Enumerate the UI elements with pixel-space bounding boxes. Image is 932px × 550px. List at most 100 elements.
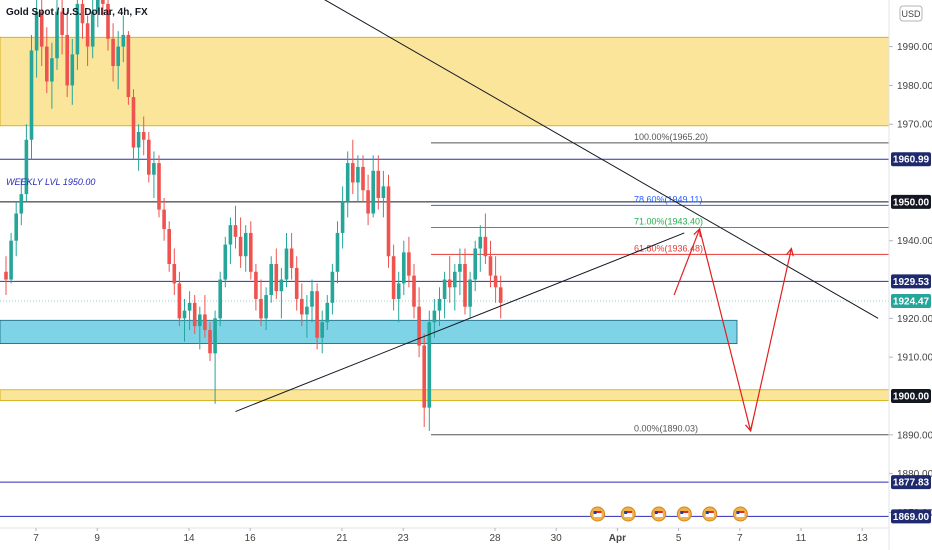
- fib-label-1: 78.60%(1949.11): [634, 194, 702, 204]
- price-badge-1: [891, 194, 931, 209]
- event-flag-red-1: [624, 511, 633, 513]
- event-flag-blue-5: [736, 511, 740, 514]
- candle-body-86: [442, 279, 447, 299]
- price-badge-4: [891, 389, 931, 403]
- candle-body-34: [177, 283, 182, 319]
- candle-body-50: [259, 298, 263, 319]
- event-flag-red-3: [680, 511, 689, 513]
- candle-body-41: [213, 318, 217, 354]
- x-tick-label-6: 28: [489, 533, 501, 544]
- projection-layer: [673, 227, 794, 433]
- candle-body-77: [396, 283, 401, 299]
- x-tick-label-5: 23: [398, 533, 410, 544]
- candle-body-61: [315, 291, 319, 338]
- candle-body-84: [432, 310, 437, 323]
- event-flag-stripe-2: [654, 511, 663, 517]
- candle-body-80: [412, 275, 416, 307]
- currency-badge-box[interactable]: [899, 5, 923, 22]
- candle-body-96: [493, 275, 498, 288]
- x-tick-label-10: 7: [737, 533, 743, 544]
- candle-body-9: [50, 58, 54, 82]
- chart-title: Gold Spot / U.S. Dollar, 4h, FX: [6, 7, 148, 18]
- event-flag-red-5: [736, 511, 745, 513]
- falling-trendline: [324, 0, 879, 319]
- candle-body-74: [381, 186, 386, 198]
- candle-body-26: [136, 132, 141, 148]
- candle-body-97: [498, 287, 503, 303]
- candle-body-36: [187, 302, 192, 311]
- candle-body-49: [254, 271, 258, 299]
- event-flag-stripe-0: [593, 511, 602, 517]
- event-flag-stripe-5: [736, 511, 745, 517]
- candle-body-17: [90, 11, 95, 47]
- fib-label-3: 61.80%(1936.48): [634, 243, 703, 253]
- x-tick-label-4: 21: [336, 533, 348, 544]
- candle-body-37: [192, 302, 197, 327]
- price-badge-label-4: 1900.00: [893, 392, 930, 403]
- projection-arrowhead-3: [785, 247, 794, 257]
- candle-body-59: [305, 306, 309, 315]
- price-axis[interactable]: 1990.00 1980.00 1970.00 1940.00 1920.00 1910.…: [889, 42, 932, 524]
- price-badge-2: [891, 274, 931, 289]
- candles-layer: [4, 0, 503, 431]
- candle-body-82: [422, 345, 426, 408]
- price-badge-label-5: 1877.83: [893, 478, 930, 489]
- price-badge-label-6: 1869.00: [893, 512, 930, 523]
- candle-body-21: [111, 38, 115, 66]
- zones-layer: [0, 36, 890, 402]
- time-axis[interactable]: 7 9 14 16 21 23 28 30 Apr 5 7 11 13: [33, 528, 868, 544]
- candle-body-7: [39, 11, 44, 47]
- candle-body-68: [351, 163, 355, 183]
- candle-body-53: [274, 264, 279, 292]
- event-flag-blue-2: [654, 511, 658, 514]
- price-badge-6: [891, 509, 931, 524]
- candle-body-95: [488, 256, 493, 276]
- event-flag-blue-3: [680, 511, 684, 514]
- candle-body-23: [121, 34, 126, 47]
- candle-body-87: [447, 279, 452, 288]
- candle-body-0: [4, 271, 8, 280]
- candle-body-14: [75, 3, 80, 55]
- candle-body-20: [106, 3, 110, 39]
- candle-body-69: [356, 166, 360, 183]
- y-tick-label-5: 1910.00: [897, 353, 932, 364]
- candle-body-38: [198, 314, 202, 327]
- candle-body-78: [402, 252, 406, 284]
- candle-body-1: [9, 240, 13, 280]
- candle-body-27: [141, 132, 146, 140]
- candle-body-94: [483, 236, 488, 257]
- candle-body-64: [330, 271, 335, 303]
- x-tick-label-1: 9: [94, 533, 100, 544]
- candle-body-66: [340, 201, 345, 233]
- candle-body-72: [371, 170, 375, 214]
- candle-body-4: [24, 139, 29, 195]
- candle-body-71: [366, 190, 370, 214]
- y-tick-label-3: 1940.00: [897, 236, 932, 247]
- price-badge-0: [891, 152, 931, 167]
- candle-body-91: [468, 279, 472, 307]
- candle-body-35: [182, 310, 187, 319]
- candle-body-32: [167, 229, 171, 264]
- event-flag-blue-1: [624, 511, 628, 514]
- candle-body-75: [386, 186, 391, 257]
- price-badge-label-0: 1960.99: [893, 155, 930, 166]
- candle-body-51: [264, 295, 268, 319]
- candle-body-24: [126, 34, 131, 98]
- price-badge-label-2: 1929.53: [893, 277, 930, 288]
- event-flag-blue-4: [705, 511, 709, 514]
- candle-body-43: [223, 244, 228, 280]
- candle-body-40: [208, 330, 212, 354]
- weekly-level-label: WEEKLY LVL 1950.00: [6, 177, 95, 187]
- candle-body-10: [55, 11, 59, 59]
- candle-body-65: [335, 232, 340, 272]
- event-icons-layer: [590, 506, 748, 522]
- candle-body-33: [172, 264, 177, 284]
- fibonacci-layer: 100.00%(1965.20) 78.60%(1949.11) 71.00%(19…: [431, 132, 889, 436]
- event-flag-red-2: [654, 511, 663, 513]
- event-flag-stripe-4: [705, 511, 714, 517]
- candle-body-54: [279, 279, 284, 292]
- candle-body-6: [34, 11, 39, 51]
- candle-body-31: [162, 209, 166, 230]
- candle-body-8: [45, 46, 49, 82]
